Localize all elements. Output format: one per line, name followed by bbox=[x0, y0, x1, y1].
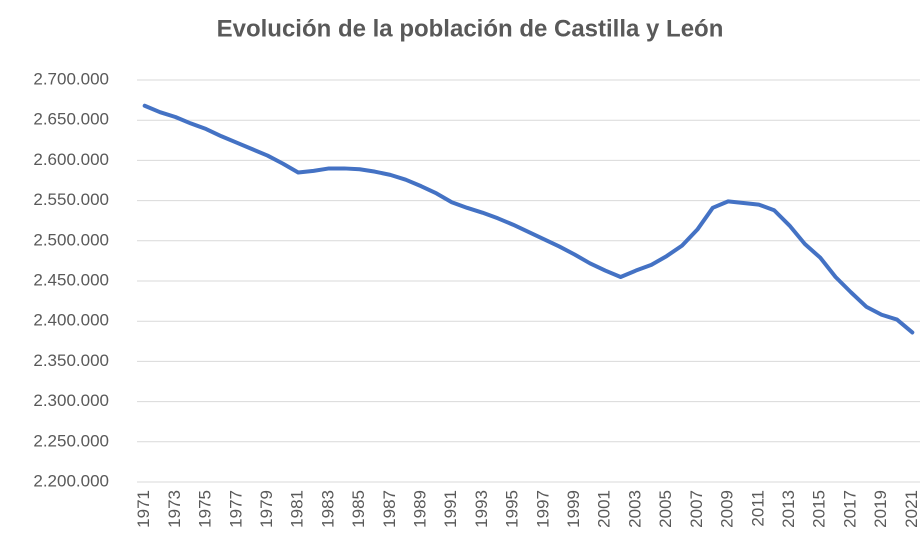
x-tick-label: 1991 bbox=[441, 490, 460, 528]
x-tick-label: 2009 bbox=[718, 490, 737, 528]
x-tick-label: 2015 bbox=[810, 490, 829, 528]
x-tick-label: 1973 bbox=[165, 490, 184, 528]
y-tick-label: 2.350.000 bbox=[33, 351, 109, 370]
x-tick-label: 1977 bbox=[226, 490, 245, 528]
y-tick-label: 2.250.000 bbox=[33, 431, 109, 450]
x-tick-label: 1983 bbox=[318, 490, 337, 528]
y-tick-label: 2.400.000 bbox=[33, 311, 109, 330]
y-tick-label: 2.450.000 bbox=[33, 270, 109, 289]
x-tick-label: 2007 bbox=[687, 490, 706, 528]
x-tick-label: 1971 bbox=[134, 490, 153, 528]
y-tick-label: 2.700.000 bbox=[33, 69, 109, 88]
x-tick-label: 1975 bbox=[196, 490, 215, 528]
line bbox=[142, 103, 915, 335]
y-tick-label: 2.600.000 bbox=[33, 150, 109, 169]
x-tick-label: 2005 bbox=[656, 490, 675, 528]
x-tick-label: 1999 bbox=[564, 490, 583, 528]
x-tick-label: 2011 bbox=[748, 490, 767, 527]
x-tick-label: 2001 bbox=[595, 490, 614, 528]
x-tick-label: 2019 bbox=[871, 490, 890, 528]
x-tick-label: 1981 bbox=[288, 490, 307, 528]
y-tick-label: 2.650.000 bbox=[33, 110, 109, 129]
x-tick-label: 1985 bbox=[349, 490, 368, 528]
x-tick-label: 1993 bbox=[472, 490, 491, 528]
x-tick-label: 1995 bbox=[503, 490, 522, 528]
chart-title: Evolución de la población de Castilla y … bbox=[217, 15, 724, 42]
y-tick-label: 2.300.000 bbox=[33, 391, 109, 410]
x-tick-label: 2003 bbox=[625, 490, 644, 528]
x-tick-label: 1989 bbox=[411, 490, 430, 528]
x-tick-label: 2021 bbox=[902, 490, 921, 528]
y-tick-label: 2.200.000 bbox=[33, 471, 109, 490]
x-tick-label: 1997 bbox=[533, 490, 552, 528]
x-tick-label: 2017 bbox=[840, 490, 859, 528]
x-tick-label: 2013 bbox=[779, 490, 798, 528]
x-tick-label: 1979 bbox=[257, 490, 276, 528]
x-tick-label: 1987 bbox=[380, 490, 399, 528]
y-tick-label: 2.500.000 bbox=[33, 230, 109, 249]
y-tick-label: 2.550.000 bbox=[33, 190, 109, 209]
